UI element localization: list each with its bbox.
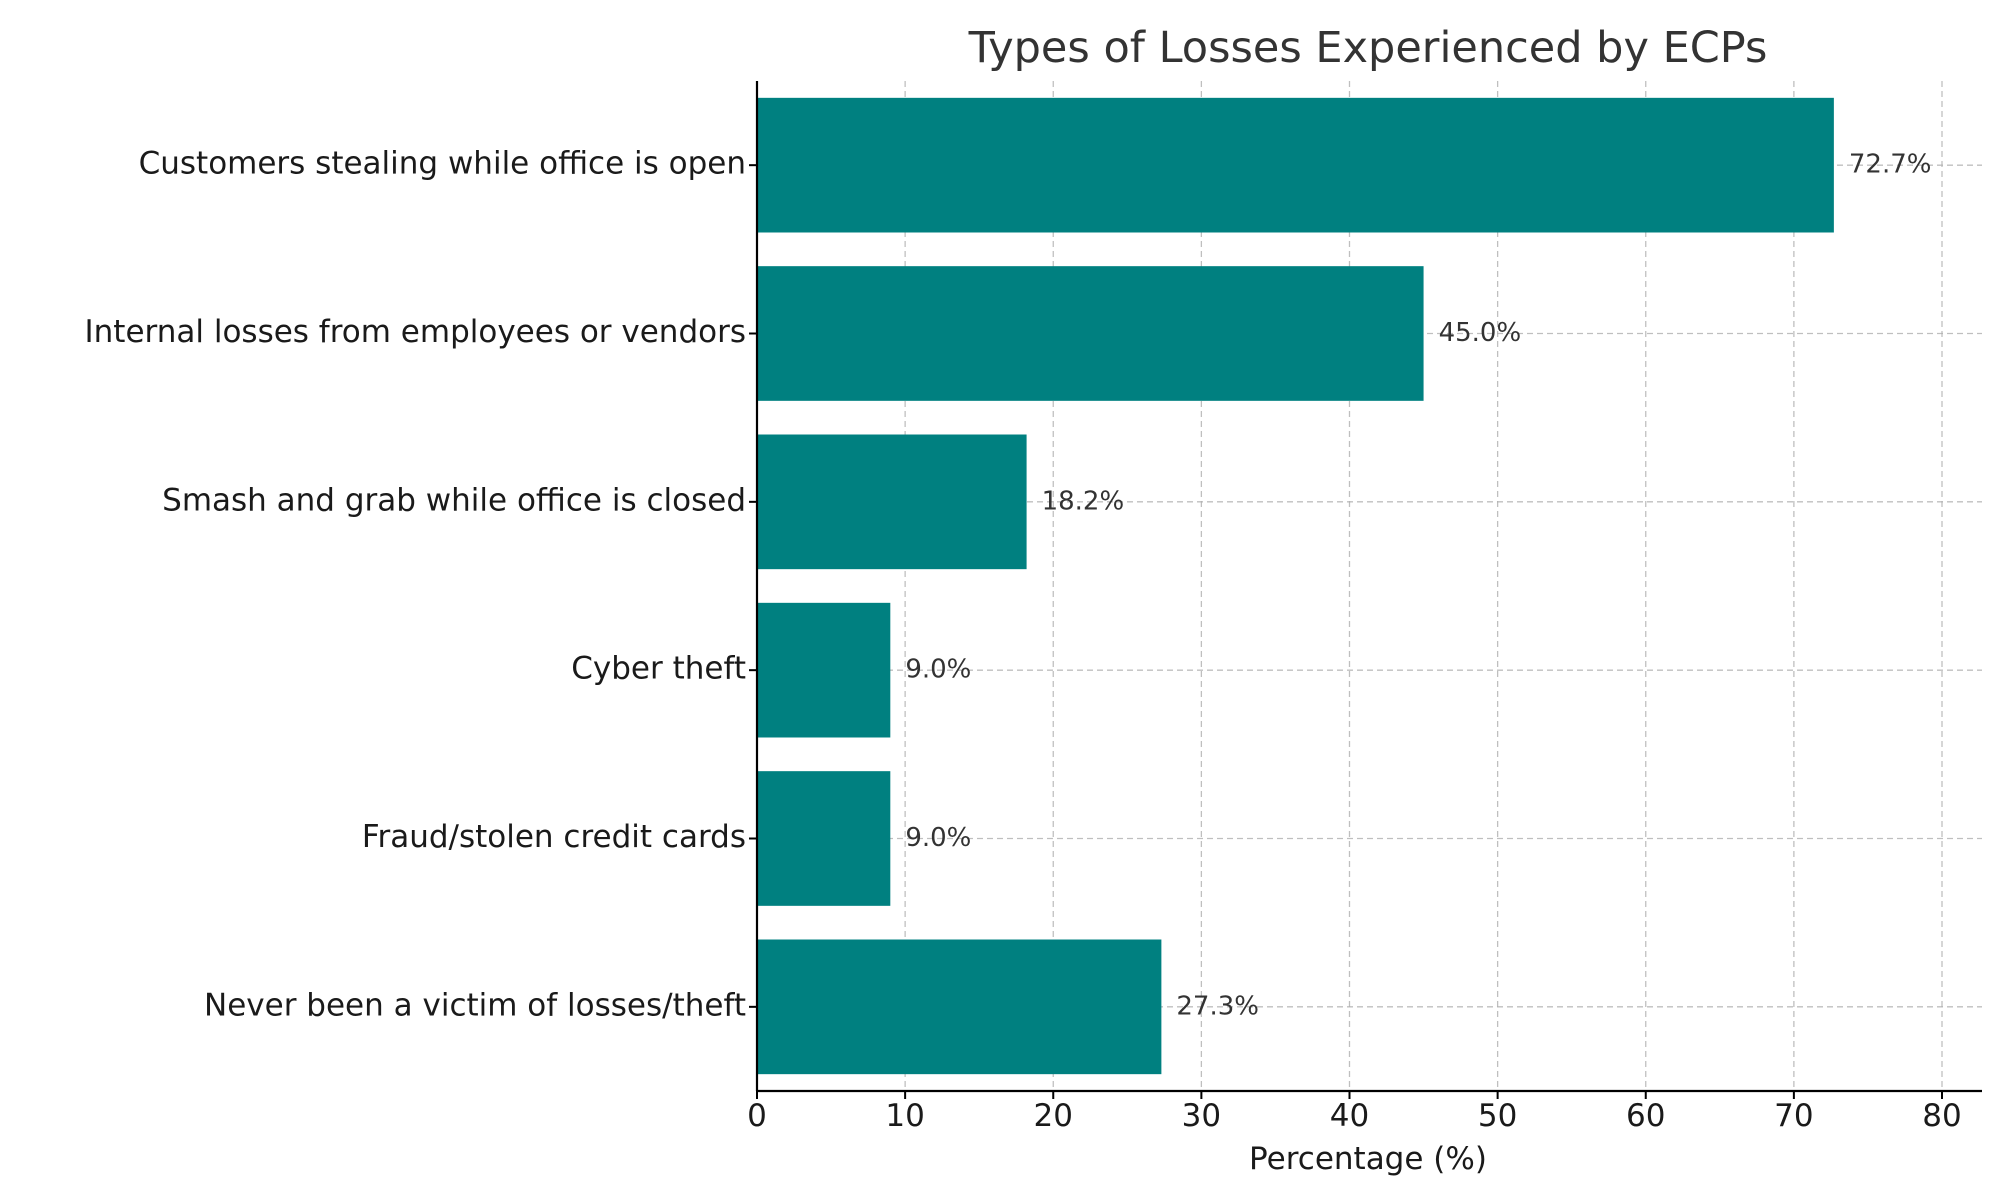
- x-tick-label: 20: [1034, 1098, 1073, 1134]
- x-tick-label: 40: [1330, 1098, 1369, 1134]
- x-tick-label: 60: [1626, 1098, 1665, 1134]
- x-tick-label: 30: [1182, 1098, 1221, 1134]
- x-tick-labels: 0 10 20 30 40 50 60 70 80: [747, 1098, 1962, 1134]
- x-tick-label: 80: [1922, 1098, 1961, 1134]
- bar: [757, 97, 1834, 233]
- x-tick-label: 70: [1774, 1098, 1813, 1134]
- bars: [757, 97, 1834, 1075]
- bar-value-label: 9.0%: [905, 823, 971, 853]
- x-axis-title: Percentage (%): [1249, 1141, 1487, 1177]
- bar: [757, 939, 1162, 1075]
- category-label: Smash and grab while office is closed: [162, 482, 746, 518]
- bar: [757, 602, 891, 738]
- bar-value-label: 9.0%: [905, 655, 971, 685]
- category-labels: Customers stealing while office is open I…: [85, 146, 746, 1024]
- category-label: Customers stealing while office is open: [139, 146, 746, 182]
- chart-title: Types of Losses Experienced by ECPs: [968, 23, 1768, 73]
- axes: [749, 81, 1982, 1099]
- category-label: Fraud/stolen credit cards: [362, 819, 746, 855]
- value-labels: 72.7% 45.0% 18.2% 9.0% 9.0% 27.3%: [905, 150, 1931, 1022]
- bar-value-label: 72.7%: [1849, 150, 1932, 180]
- bar: [757, 266, 1424, 401]
- bar-value-label: 18.2%: [1042, 486, 1125, 516]
- bar: [757, 771, 891, 906]
- x-tick-label: 10: [885, 1098, 924, 1134]
- category-label: Never been a victim of losses/theft: [204, 987, 746, 1023]
- bar: [757, 434, 1027, 570]
- category-label: Cyber theft: [571, 651, 746, 687]
- x-tick-label: 50: [1478, 1098, 1517, 1134]
- category-label: Internal losses from employees or vendor…: [85, 314, 746, 350]
- x-tick-label: 0: [747, 1098, 767, 1134]
- bar-value-label: 45.0%: [1439, 318, 1522, 348]
- bar-value-label: 27.3%: [1176, 991, 1259, 1021]
